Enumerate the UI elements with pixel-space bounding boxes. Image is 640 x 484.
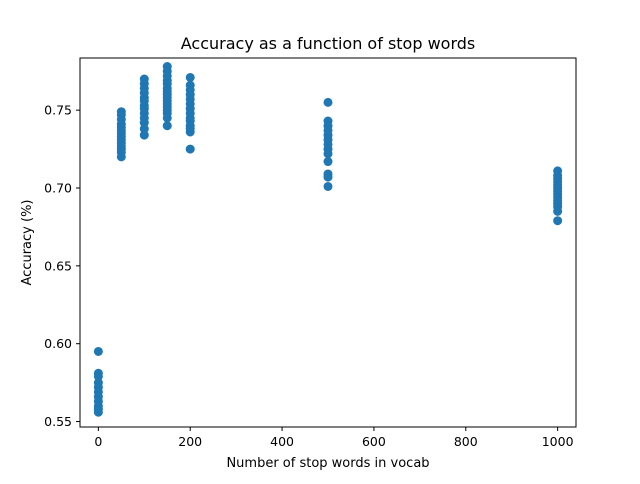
axes-frame: [79, 57, 577, 428]
data-point: [185, 127, 195, 137]
data-point: [93, 407, 103, 417]
x-tick-label: 1000: [542, 434, 574, 449]
data-point: [323, 157, 333, 167]
y-tick-label: 0.70: [44, 181, 72, 196]
data-point: [93, 371, 103, 381]
data-point: [116, 152, 126, 162]
data-point: [553, 206, 563, 216]
x-tick-label: 800: [454, 434, 478, 449]
x-tick-label: 200: [178, 434, 202, 449]
data-point: [162, 113, 172, 123]
data-point: [323, 97, 333, 107]
y-tick-label: 0.60: [44, 336, 72, 351]
data-point: [185, 72, 195, 82]
y-tick-label: 0.75: [44, 103, 72, 118]
y-axis: 0.55 0.60 0.65 0.70 0.75: [44, 103, 80, 429]
y-axis-label: Accuracy (%): [20, 200, 35, 286]
x-tick-label: 0: [94, 434, 102, 449]
y-tick-label: 0.65: [44, 258, 72, 273]
data-point: [139, 118, 149, 128]
plot-area: [93, 62, 563, 417]
y-tick-label: 0.55: [44, 414, 72, 429]
data-point: [185, 144, 195, 154]
x-tick-label: 400: [270, 434, 294, 449]
x-axis: 0 200 400 600 800 1000: [94, 427, 574, 449]
data-point: [323, 149, 333, 159]
data-point: [93, 346, 103, 356]
data-point: [323, 172, 333, 182]
data-point: [139, 130, 149, 140]
data-point: [139, 124, 149, 134]
data-point: [553, 216, 563, 226]
data-point: [162, 121, 172, 131]
x-tick-label: 600: [362, 434, 386, 449]
x-axis-label: Number of stop words in vocab: [226, 456, 429, 471]
chart-title: Accuracy as a function of stop words: [181, 34, 476, 53]
data-point: [323, 181, 333, 191]
